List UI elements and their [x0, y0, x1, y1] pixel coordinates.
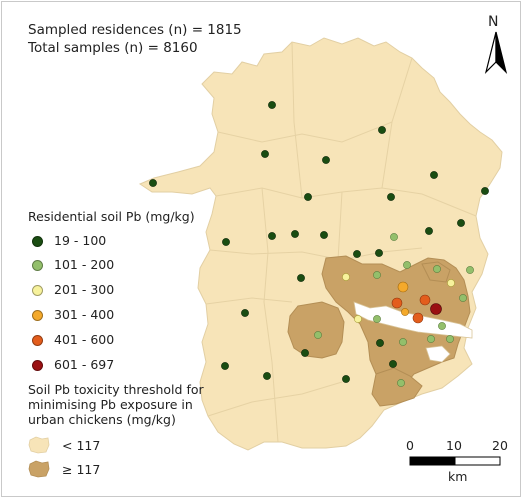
sample-point: [397, 281, 409, 293]
sample-point: [297, 274, 305, 282]
threshold-legend-label: < 117: [62, 437, 101, 453]
sample-point: [459, 294, 467, 302]
threshold-legend-title-line1: Soil Pb toxicity threshold for: [28, 382, 204, 397]
sample-point: [389, 360, 397, 368]
threshold-legend-label: ≥ 117: [62, 461, 101, 477]
sample-point: [373, 271, 381, 279]
soil-legend-label: 301 - 400: [54, 307, 115, 322]
sample-point: [419, 294, 431, 306]
soil-legend-label: 201 - 300: [54, 282, 115, 297]
sample-point: [387, 193, 395, 201]
sample-point: [301, 349, 309, 357]
sample-point: [241, 309, 249, 317]
sample-point: [322, 156, 330, 164]
sample-point: [353, 250, 361, 258]
sample-point: [304, 193, 312, 201]
sample-point: [320, 231, 328, 239]
residences-count: Sampled residences (n) = 1815: [28, 22, 242, 38]
polygon-swatch-icon: [28, 460, 50, 478]
soil-legend-title: Residential soil Pb (mg/kg): [28, 209, 195, 224]
sample-point: [427, 335, 435, 343]
scale-tick-label: 0: [406, 438, 414, 453]
sample-point: [261, 150, 269, 158]
sample-point: [466, 266, 474, 274]
sample-point: [430, 171, 438, 179]
soil-legend-item: 601 - 697: [32, 358, 114, 372]
sample-point: [291, 230, 299, 238]
sample-point: [268, 232, 276, 240]
sample-point: [342, 273, 350, 281]
sample-point: [412, 312, 424, 324]
legend-dot-icon: [32, 284, 43, 296]
sample-point: [354, 315, 362, 323]
sample-point: [390, 233, 398, 241]
sample-point: [457, 219, 465, 227]
sample-points: [149, 101, 489, 387]
legend-dot-icon: [32, 259, 43, 271]
soil-legend-item: 301 - 400: [32, 308, 114, 322]
scale-unit-label: km: [448, 469, 468, 484]
scale-tick-label: 20: [492, 438, 508, 453]
soil-legend-label: 601 - 697: [54, 357, 115, 372]
soil-legend-label: 101 - 200: [54, 257, 115, 272]
sample-point: [222, 238, 230, 246]
sample-point: [447, 279, 455, 287]
sample-point: [149, 179, 157, 187]
scale-tick-label: 10: [446, 438, 462, 453]
soil-legend-item: 101 - 200: [32, 258, 114, 272]
district-boundaries: [205, 41, 477, 443]
threshold-legend-title-line3: urban chickens (mg/kg): [28, 412, 176, 427]
sample-point: [433, 265, 441, 273]
legend-dot-icon: [32, 334, 43, 346]
legend-dot-icon: [32, 309, 43, 321]
sample-point: [375, 249, 383, 257]
soil-legend-item: 19 - 100: [32, 234, 106, 248]
sample-point: [425, 227, 433, 235]
sample-point: [401, 308, 409, 316]
threshold-legend-item: ≥ 117: [28, 460, 100, 478]
sample-point: [438, 322, 446, 330]
polygon-swatch-icon: [28, 436, 50, 454]
sample-point: [481, 187, 489, 195]
north-label: N: [488, 14, 499, 30]
sample-point: [314, 331, 322, 339]
sample-point: [342, 375, 350, 383]
sample-point: [430, 303, 442, 315]
sample-point: [391, 297, 403, 309]
sample-point: [399, 338, 407, 346]
sample-point: [373, 315, 381, 323]
sample-point: [268, 101, 276, 109]
legend-dot-icon: [32, 359, 43, 371]
sample-point: [378, 126, 386, 134]
legend-dot-icon: [32, 235, 43, 247]
sample-point: [263, 372, 271, 380]
threshold-legend-title-line2: minimising Pb exposure in: [28, 397, 193, 412]
samples-count: Total samples (n) = 8160: [28, 40, 198, 56]
soil-legend-label: 401 - 600: [54, 332, 115, 347]
soil-legend-item: 401 - 600: [32, 333, 114, 347]
threshold-legend-item: < 117: [28, 436, 100, 454]
sample-point: [397, 379, 405, 387]
soil-legend-item: 201 - 300: [32, 283, 114, 297]
sample-point: [376, 339, 384, 347]
soil-legend-label: 19 - 100: [54, 233, 107, 248]
sample-point: [446, 335, 454, 343]
bay-inlet: [425, 345, 451, 363]
sample-point: [221, 362, 229, 370]
scale-bar: [409, 456, 501, 466]
north-arrow-icon: [484, 31, 508, 74]
sample-point: [403, 261, 411, 269]
